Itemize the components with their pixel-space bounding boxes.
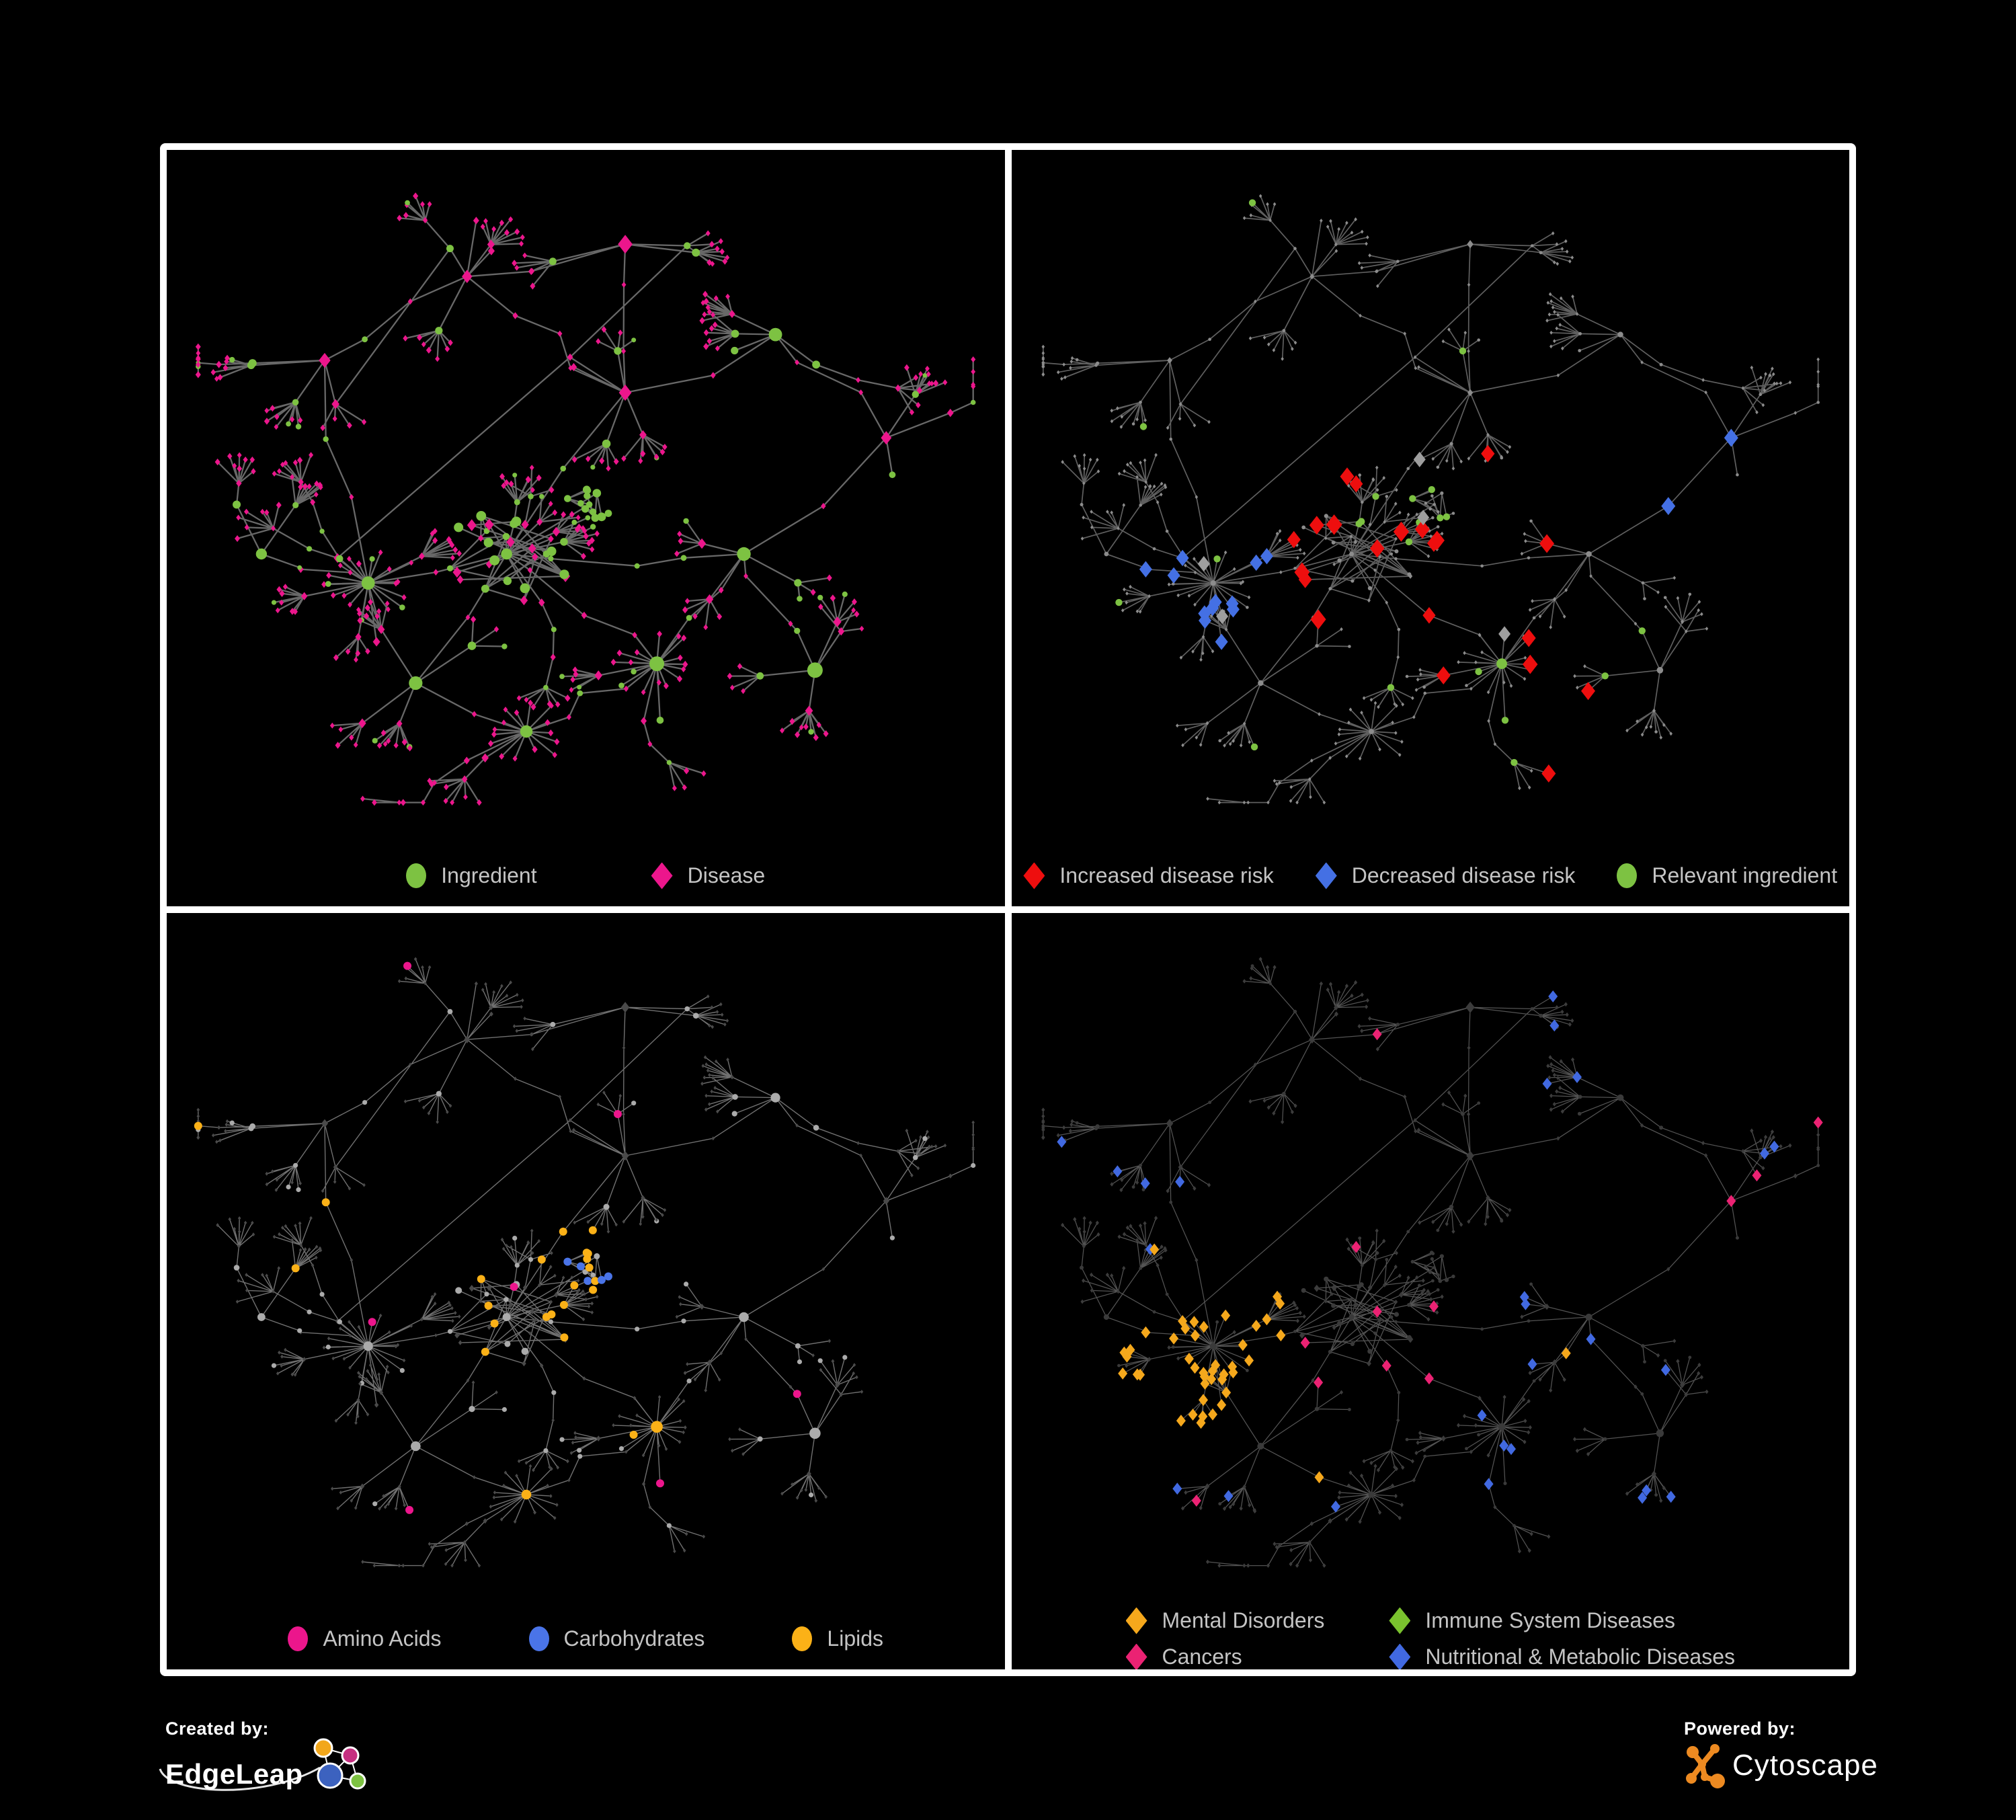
legend-label: Lipids bbox=[827, 1626, 884, 1651]
legend-label: Mental Disorders bbox=[1162, 1608, 1325, 1632]
edgeleap-wordmark: EdgeLeap bbox=[165, 1758, 303, 1790]
legend: Increased disease risk Decreased disease … bbox=[1012, 836, 1850, 906]
legend-swatch-circle-icon bbox=[406, 863, 427, 888]
legend-item: Amino Acids bbox=[288, 1626, 442, 1651]
network-graph-disease-classes bbox=[1041, 957, 1823, 1568]
edgeleap-logo-icon bbox=[313, 1738, 366, 1790]
network-graph-disease-risk bbox=[1041, 194, 1820, 805]
edgeleap-swoosh bbox=[159, 1766, 321, 1791]
cytoscape-brand-row: Cytoscape bbox=[1684, 1742, 1878, 1789]
legend-label: Relevant ingredient bbox=[1652, 863, 1838, 887]
network-graph-ingredient-disease bbox=[195, 192, 976, 806]
legend-item: Nutritional & Metabolic Diseases bbox=[1389, 1643, 1735, 1669]
legend-item: Lipids bbox=[792, 1626, 883, 1651]
legend-label: Carbohydrates bbox=[563, 1626, 705, 1651]
network-graph-nutrient-classes bbox=[194, 957, 976, 1568]
legend-swatch-circle-icon bbox=[528, 1626, 549, 1651]
powered-by-block: Powered by: Cytoscape bbox=[1684, 1718, 1878, 1789]
legend-item: Cancers bbox=[1125, 1643, 1325, 1669]
powered-by-label: Powered by: bbox=[1684, 1718, 1796, 1739]
legend-label: Decreased disease risk bbox=[1351, 863, 1576, 887]
legend-label: Immune System Diseases bbox=[1425, 1608, 1676, 1632]
legend-swatch-diamond-icon bbox=[651, 862, 673, 889]
legend-label: Amino Acids bbox=[323, 1626, 442, 1651]
legend: Ingredient Disease bbox=[167, 836, 1005, 906]
legend-swatch-diamond-icon bbox=[1023, 862, 1045, 889]
panel-disease-risk-network: Increased disease risk Decreased disease … bbox=[1011, 150, 1850, 906]
legend-label: Nutritional & Metabolic Diseases bbox=[1425, 1645, 1735, 1669]
cytoscape-wordmark: Cytoscape bbox=[1732, 1749, 1878, 1782]
legend-item: Disease bbox=[651, 862, 766, 889]
legend-label: Cancers bbox=[1162, 1645, 1242, 1669]
legend: Mental Disorders Immune System Diseases Ca… bbox=[1012, 1599, 1850, 1669]
legend-swatch-diamond-icon bbox=[1125, 1607, 1147, 1634]
legend-item: Immune System Diseases bbox=[1389, 1607, 1735, 1634]
legend-swatch-diamond-icon bbox=[1125, 1643, 1147, 1669]
legend: Amino Acids Carbohydrates Lipids bbox=[167, 1599, 1005, 1669]
legend-item: Ingredient bbox=[406, 863, 537, 888]
panel-disease-class-network: Mental Disorders Immune System Diseases Ca… bbox=[1011, 913, 1850, 1669]
cytoscape-logo-icon bbox=[1686, 1744, 1725, 1788]
panel-nutrient-class-network: Amino Acids Carbohydrates Lipids bbox=[167, 913, 1005, 1669]
legend-swatch-circle-icon bbox=[1617, 863, 1638, 888]
legend-item: Decreased disease risk bbox=[1315, 862, 1576, 889]
legend-item: Relevant ingredient bbox=[1617, 863, 1837, 888]
legend-swatch-diamond-icon bbox=[1315, 862, 1337, 889]
created-by-block: Created by: EdgeLeap bbox=[159, 1718, 376, 1807]
legend-label: Ingredient bbox=[441, 863, 537, 887]
edgeleap-brand-row: EdgeLeap bbox=[159, 1738, 376, 1807]
legend-swatch-circle-icon bbox=[288, 1626, 309, 1651]
legend-swatch-diamond-icon bbox=[1389, 1607, 1411, 1634]
legend-item: Carbohydrates bbox=[528, 1626, 705, 1651]
legend-item: Mental Disorders bbox=[1125, 1607, 1325, 1634]
legend-label: Increased disease risk bbox=[1059, 863, 1274, 887]
legend-swatch-diamond-icon bbox=[1389, 1643, 1411, 1669]
legend-item: Increased disease risk bbox=[1023, 862, 1274, 889]
legend-label: Disease bbox=[687, 863, 766, 887]
panel-ingredient-disease-network: Ingredient Disease bbox=[167, 150, 1005, 906]
panel-grid: Ingredient Disease Increased disease risk… bbox=[160, 143, 1856, 1676]
legend-swatch-circle-icon bbox=[792, 1626, 813, 1651]
created-by-label: Created by: bbox=[165, 1718, 270, 1739]
